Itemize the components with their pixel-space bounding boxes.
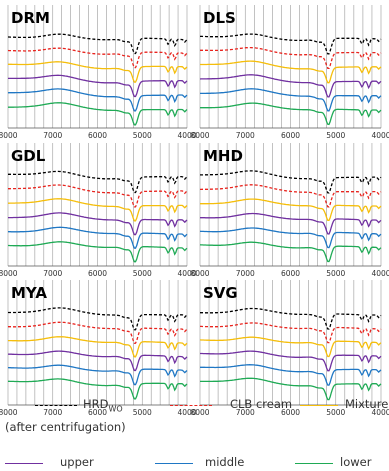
series-line-middle bbox=[8, 226, 188, 249]
series-line-middle bbox=[200, 88, 382, 112]
tick-label: 8000 bbox=[190, 408, 209, 417]
panel-mhd: MHD 8000 7000 6000 5000 4000 bbox=[190, 143, 389, 278]
tick-label: 5000 bbox=[133, 408, 152, 417]
tick-label: 6000 bbox=[281, 131, 300, 140]
series-line-lower bbox=[8, 241, 188, 263]
panel-title: MHD bbox=[203, 147, 243, 165]
series-line-mixture bbox=[8, 198, 188, 222]
tick-label: 7000 bbox=[43, 131, 62, 140]
series-line-hrd bbox=[200, 307, 382, 330]
tick-label: 7000 bbox=[236, 269, 255, 278]
series-line-clb-cream bbox=[200, 322, 382, 344]
tick-label: 5000 bbox=[326, 131, 345, 140]
panel-svg: SVG 8000 7000 6000 5000 4000 bbox=[190, 280, 389, 417]
series-line-hrd bbox=[8, 170, 188, 194]
tick-label: 5000 bbox=[133, 269, 152, 278]
series-line-clb-cream bbox=[8, 184, 188, 208]
tick-label: 7000 bbox=[236, 408, 255, 417]
tick-label: 8000 bbox=[0, 408, 18, 417]
series-line-mixture bbox=[8, 336, 188, 358]
tick-label: 7000 bbox=[236, 131, 255, 140]
series-line-clb-cream bbox=[8, 321, 188, 344]
tick-label: 6000 bbox=[88, 408, 107, 417]
series-line-middle bbox=[199, 227, 382, 249]
series-line-lower bbox=[200, 102, 382, 126]
tick-label: 8000 bbox=[190, 269, 209, 278]
tick-label: 8000 bbox=[190, 131, 209, 140]
panel-title: GDL bbox=[11, 147, 46, 165]
series-line-middle bbox=[7, 88, 188, 112]
panel-title: DLS bbox=[203, 9, 236, 27]
tick-label: 4000 bbox=[177, 131, 196, 140]
series-line-lower bbox=[200, 377, 382, 401]
tick-label: 8000 bbox=[0, 131, 18, 140]
series-line-mixture bbox=[200, 60, 382, 84]
series-line-lower bbox=[199, 241, 382, 263]
series-line-hrd bbox=[8, 33, 188, 55]
series-line-middle bbox=[200, 364, 382, 386]
tick-label: 6000 bbox=[88, 131, 107, 140]
tick-label: 4000 bbox=[177, 408, 196, 417]
tick-label: 6000 bbox=[88, 269, 107, 278]
panel-title: SVG bbox=[203, 284, 238, 302]
tick-label: 5000 bbox=[326, 408, 345, 417]
series-line-lower bbox=[8, 102, 188, 126]
panel-drm: DRM 8000 7000 6000 5000 4000 bbox=[0, 5, 197, 140]
tick-label: 7000 bbox=[43, 408, 62, 417]
series-line-mixture bbox=[8, 61, 188, 83]
tick-label: 6000 bbox=[281, 269, 300, 278]
series-line-upper bbox=[7, 350, 188, 372]
tick-label: 6000 bbox=[281, 408, 300, 417]
series-line-clb-cream bbox=[200, 184, 382, 208]
series-line-clb-cream bbox=[7, 47, 188, 69]
series-line-hrd bbox=[200, 33, 382, 55]
tick-label: 4000 bbox=[371, 131, 389, 140]
panel-title: MYA bbox=[11, 284, 47, 302]
panel-mya: MYA 8000 7000 6000 5000 4000 bbox=[0, 280, 197, 417]
panel-title: DRM bbox=[11, 9, 50, 27]
tick-label: 4000 bbox=[371, 408, 389, 417]
tick-label: 5000 bbox=[326, 269, 345, 278]
series-line-mixture bbox=[199, 336, 382, 358]
tick-label: 7000 bbox=[43, 269, 62, 278]
tick-label: 4000 bbox=[177, 269, 196, 278]
series-line-upper bbox=[200, 212, 382, 235]
panel-dls: DLS 8000 7000 6000 5000 4000 bbox=[190, 5, 389, 140]
tick-label: 5000 bbox=[133, 131, 152, 140]
series-line-hrd bbox=[200, 170, 382, 194]
series-line-upper bbox=[199, 74, 382, 98]
series-line-middle bbox=[7, 364, 188, 386]
series-line-lower bbox=[8, 378, 188, 400]
series-line-upper bbox=[8, 212, 188, 236]
series-line-clb-cream bbox=[200, 46, 382, 69]
tick-label: 4000 bbox=[371, 269, 389, 278]
series-line-mixture bbox=[200, 198, 382, 222]
series-line-upper bbox=[200, 350, 382, 372]
tick-label: 8000 bbox=[0, 269, 18, 278]
panel-gdl: GDL 8000 7000 6000 5000 4000 bbox=[0, 143, 197, 278]
series-line-upper bbox=[8, 74, 188, 98]
series-line-hrd bbox=[8, 307, 188, 331]
